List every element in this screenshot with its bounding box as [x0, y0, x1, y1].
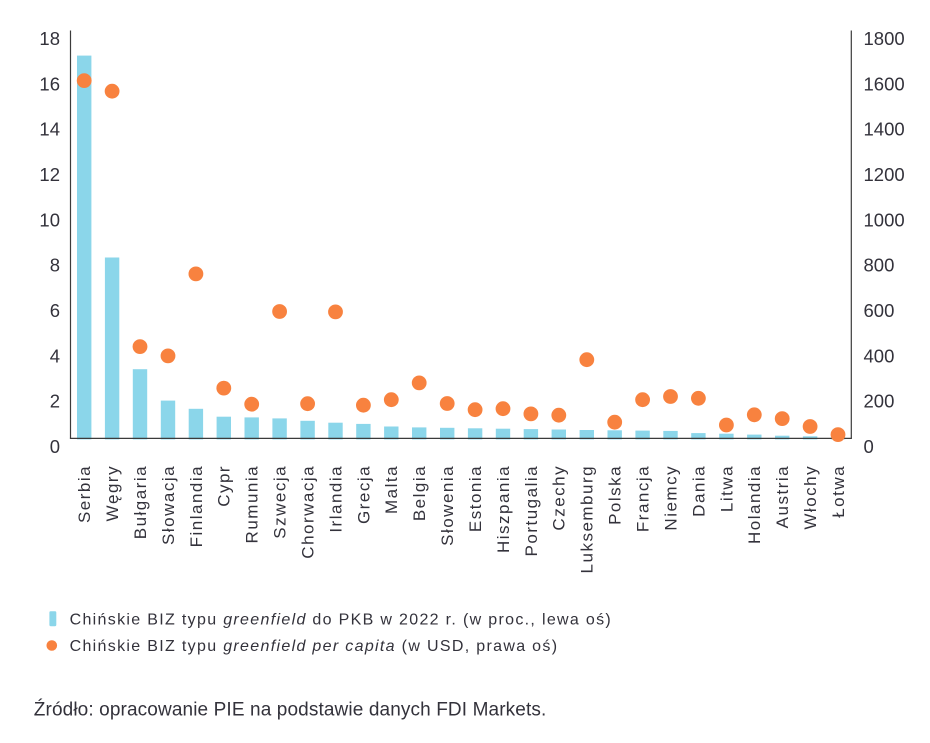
- svg-text:Serbia: Serbia: [75, 465, 94, 523]
- svg-text:Hiszpania: Hiszpania: [494, 465, 513, 553]
- svg-text:6: 6: [50, 300, 60, 321]
- svg-text:18: 18: [39, 28, 60, 49]
- svg-text:Chorwacja: Chorwacja: [299, 465, 318, 559]
- svg-text:Słowacja: Słowacja: [159, 465, 178, 545]
- svg-text:16: 16: [39, 73, 60, 94]
- svg-text:Rumunia: Rumunia: [243, 465, 262, 544]
- svg-text:200: 200: [864, 391, 895, 412]
- svg-text:Francja: Francja: [634, 465, 653, 532]
- svg-text:Bułgaria: Bułgaria: [131, 465, 150, 539]
- svg-text:Niemcy: Niemcy: [661, 465, 680, 531]
- svg-text:Źródło: opracowanie PIE na pod: Źródło: opracowanie PIE na podstawie dan…: [34, 700, 547, 721]
- svg-text:Łotwa: Łotwa: [829, 465, 848, 518]
- svg-text:Chińskie BIZ typu greenfield d: Chińskie BIZ typu greenfield do PKB w 20…: [70, 611, 613, 628]
- svg-text:14: 14: [39, 119, 60, 140]
- svg-text:0: 0: [864, 436, 874, 457]
- svg-text:Węgry: Węgry: [103, 465, 122, 522]
- svg-text:Holandia: Holandia: [745, 465, 764, 544]
- svg-text:Dania: Dania: [689, 465, 708, 517]
- svg-text:8: 8: [50, 255, 60, 276]
- svg-text:600: 600: [864, 300, 895, 321]
- svg-text:Estonia: Estonia: [466, 465, 485, 532]
- svg-text:Portugalia: Portugalia: [522, 465, 541, 557]
- svg-text:1600: 1600: [864, 73, 905, 94]
- svg-text:800: 800: [864, 255, 895, 276]
- svg-text:Luksemburg: Luksemburg: [578, 465, 597, 574]
- svg-text:Polska: Polska: [606, 465, 625, 525]
- svg-text:0: 0: [50, 436, 60, 457]
- svg-text:1800: 1800: [864, 28, 905, 49]
- svg-text:Irlandia: Irlandia: [326, 465, 345, 533]
- svg-text:400: 400: [864, 345, 895, 366]
- svg-text:Grecja: Grecja: [354, 465, 373, 524]
- svg-text:Litwa: Litwa: [717, 465, 736, 512]
- svg-text:1400: 1400: [864, 119, 905, 140]
- svg-text:12: 12: [39, 164, 60, 185]
- svg-text:4: 4: [50, 345, 60, 366]
- svg-text:Austria: Austria: [773, 465, 792, 528]
- svg-text:Finlandia: Finlandia: [187, 465, 206, 548]
- svg-text:Belgia: Belgia: [410, 465, 429, 521]
- svg-text:Chińskie BIZ typu greenfield p: Chińskie BIZ typu greenfield per capita …: [70, 638, 559, 655]
- svg-text:1000: 1000: [864, 209, 905, 230]
- svg-text:Szwecja: Szwecja: [271, 465, 290, 539]
- svg-text:Czechy: Czechy: [550, 465, 569, 531]
- svg-text:Włochy: Włochy: [801, 465, 820, 530]
- svg-text:1200: 1200: [864, 164, 905, 185]
- svg-text:2: 2: [50, 391, 60, 412]
- svg-text:Malta: Malta: [382, 465, 401, 514]
- svg-text:Słowenia: Słowenia: [438, 465, 457, 546]
- svg-text:Cypr: Cypr: [215, 465, 234, 507]
- svg-text:10: 10: [39, 209, 60, 230]
